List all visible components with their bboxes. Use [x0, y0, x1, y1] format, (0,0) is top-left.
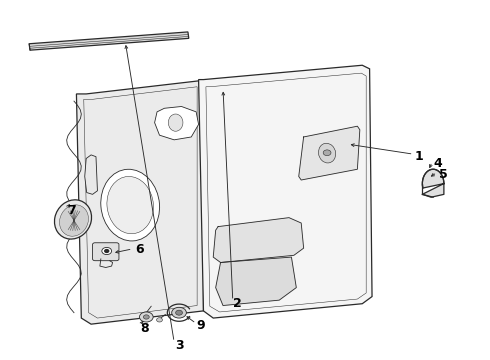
Text: 5: 5	[439, 168, 447, 181]
Ellipse shape	[107, 176, 153, 234]
Polygon shape	[85, 155, 98, 194]
Polygon shape	[155, 107, 198, 140]
Text: 4: 4	[434, 157, 442, 170]
Ellipse shape	[54, 200, 92, 239]
Circle shape	[105, 249, 109, 252]
Text: 8: 8	[141, 322, 149, 335]
Ellipse shape	[101, 169, 160, 241]
Text: 2: 2	[233, 297, 242, 310]
Circle shape	[157, 318, 162, 322]
FancyBboxPatch shape	[93, 243, 119, 261]
Circle shape	[144, 315, 149, 319]
Text: 9: 9	[196, 319, 205, 332]
Text: 7: 7	[67, 204, 76, 217]
Text: 3: 3	[175, 339, 183, 352]
Circle shape	[140, 312, 153, 322]
Circle shape	[323, 150, 331, 156]
Polygon shape	[213, 218, 304, 262]
Polygon shape	[216, 257, 296, 306]
Polygon shape	[198, 65, 372, 318]
Circle shape	[175, 310, 182, 315]
Polygon shape	[29, 32, 189, 50]
Polygon shape	[422, 169, 444, 197]
Ellipse shape	[59, 205, 89, 236]
Circle shape	[102, 247, 112, 255]
Text: 1: 1	[414, 150, 423, 163]
Polygon shape	[76, 80, 203, 324]
Ellipse shape	[318, 143, 336, 163]
Polygon shape	[299, 126, 360, 180]
Ellipse shape	[168, 114, 183, 131]
Circle shape	[172, 307, 186, 318]
Text: 6: 6	[136, 243, 144, 256]
